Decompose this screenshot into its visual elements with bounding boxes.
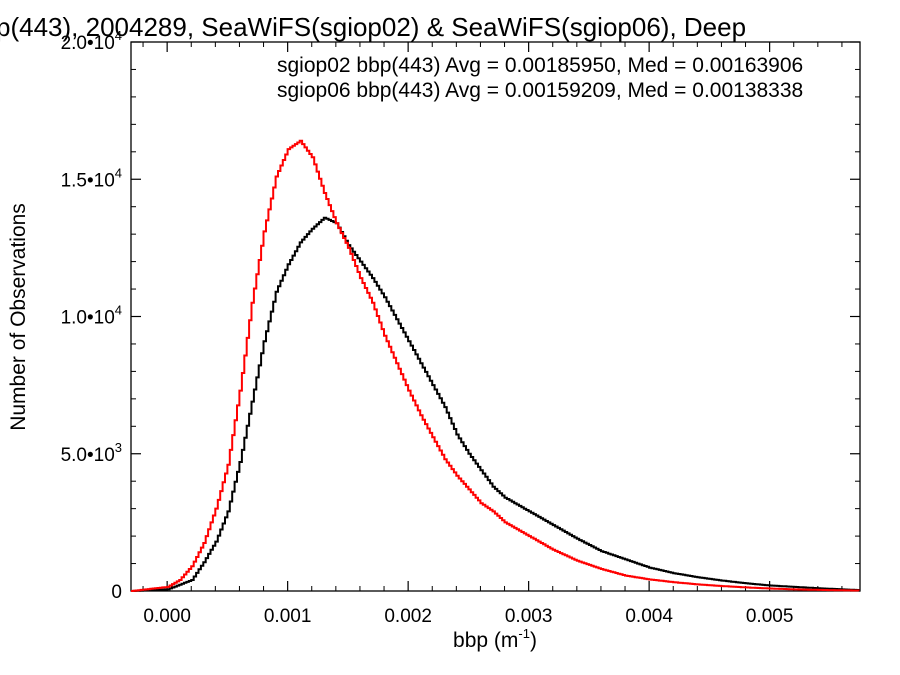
y-tick-exponent: 3	[115, 440, 122, 455]
x-axis-label-close: )	[530, 629, 537, 652]
x-tick-label: 0.002	[384, 606, 432, 627]
legend-entry-1: sgiop02 bbp(443) Avg = 0.00185950, Med =…	[277, 54, 803, 77]
y-tick-label: 2.0•104	[61, 28, 122, 54]
series-line-2	[131, 139, 860, 592]
plot-frame	[130, 41, 861, 592]
legend-entry-2: sgiop06 bbp(443) Avg = 0.00159209, Med =…	[277, 79, 803, 102]
x-tick-label: 0.001	[264, 606, 312, 627]
y-tick-mantissa: 2.0•10	[61, 33, 115, 54]
x-axis-label: bbp (m-1)	[453, 626, 537, 652]
y-tick-label: 5.0•103	[61, 440, 122, 466]
series-layer	[131, 139, 860, 592]
y-tick-exponent: 4	[115, 28, 122, 43]
x-axis-label-sup: -1	[518, 626, 530, 641]
x-tick-label: 0.000	[143, 606, 191, 627]
chart-title: p(443), 2004289, SeaWiFS(sgiop02) & SeaW…	[0, 12, 746, 42]
series-line-1	[131, 216, 860, 592]
y-tick-label: 1.5•104	[61, 165, 122, 191]
y-tick-exponent: 4	[115, 165, 122, 180]
y-tick-mantissa: 5.0•10	[61, 445, 115, 466]
y-tick-label: 1.0•104	[61, 303, 122, 329]
axis-ticks: 0.000 0.001 0.002 0.003 0.004 0.005 0 5.0•103 1.…	[61, 28, 860, 627]
y-tick-mantissa: 1.0•10	[61, 308, 115, 329]
x-tick-label: 0.003	[505, 606, 553, 627]
legend: sgiop02 bbp(443) Avg = 0.00185950, Med =…	[277, 54, 803, 102]
x-tick-label: 0.004	[625, 606, 673, 627]
plot-axes	[130, 41, 861, 592]
y-axis-label: Number of Observations	[7, 203, 30, 431]
y-tick-mantissa: 1.5•10	[61, 170, 115, 191]
x-axis-label-text: bbp (m	[453, 629, 518, 652]
y-tick-mantissa: 0	[111, 582, 122, 603]
x-tick-label: 0.005	[746, 606, 794, 627]
y-tick-exponent: 4	[115, 303, 122, 318]
y-tick-label: 0	[111, 582, 122, 603]
